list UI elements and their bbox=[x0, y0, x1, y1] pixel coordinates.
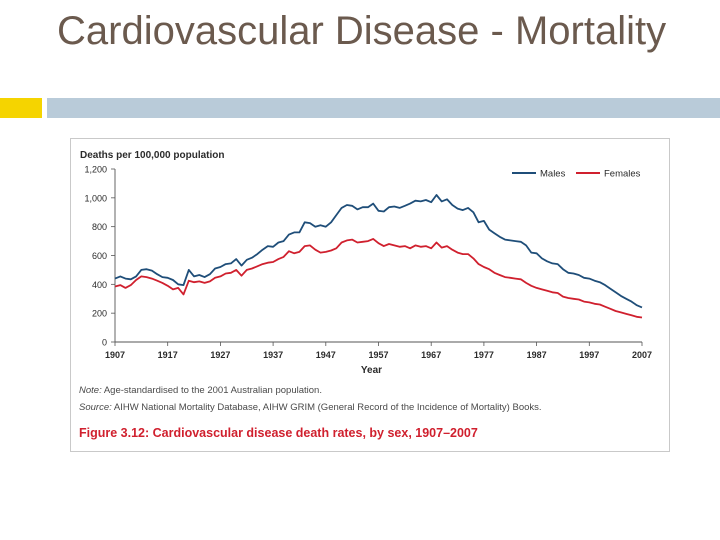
note-text: Age-standardised to the 2001 Australian … bbox=[101, 385, 322, 396]
y-tick-label: 1,000 bbox=[84, 193, 107, 203]
y-tick-label: 1,200 bbox=[84, 165, 107, 175]
figure-caption: Figure 3.12: Cardiovascular disease deat… bbox=[79, 426, 478, 440]
x-tick-label: 2007 bbox=[632, 350, 652, 360]
accent-title-bar bbox=[47, 98, 720, 118]
x-tick-label: 1907 bbox=[105, 350, 125, 360]
series-line-males bbox=[114, 194, 643, 309]
y-tick-label: 0 bbox=[102, 338, 107, 348]
figure-note: Note: Age-standardised to the 2001 Austr… bbox=[79, 385, 322, 396]
x-tick-label: 1917 bbox=[158, 350, 178, 360]
legend-label-females: Females bbox=[604, 169, 641, 180]
y-tick-label: 400 bbox=[92, 280, 107, 290]
accent-yellow-block bbox=[0, 98, 42, 118]
y-tick-label: 600 bbox=[92, 251, 107, 261]
y-tick-label: 200 bbox=[92, 309, 107, 319]
source-lead: Source: bbox=[79, 402, 112, 413]
x-tick-label: 1927 bbox=[210, 350, 230, 360]
x-tick-label: 1997 bbox=[579, 350, 599, 360]
series-line-females bbox=[114, 238, 643, 319]
x-tick-label: 1937 bbox=[263, 350, 283, 360]
x-tick-label: 1977 bbox=[474, 350, 494, 360]
x-axis-label: Year bbox=[361, 365, 382, 376]
legend-label-males: Males bbox=[540, 169, 566, 180]
note-lead: Note: bbox=[79, 385, 102, 396]
y-tick-label: 800 bbox=[92, 222, 107, 232]
x-tick-label: 1967 bbox=[421, 350, 441, 360]
y-axis-label: Deaths per 100,000 population bbox=[80, 150, 225, 161]
figure-frame bbox=[70, 138, 670, 452]
x-tick-label: 1947 bbox=[316, 350, 336, 360]
x-tick-label: 1987 bbox=[527, 350, 547, 360]
slide-title: Cardiovascular Disease - Mortality bbox=[57, 9, 667, 53]
source-text: AIHW National Mortality Database, AIHW G… bbox=[111, 402, 542, 413]
x-tick-label: 1957 bbox=[368, 350, 388, 360]
figure-source: Source: AIHW National Mortality Database… bbox=[79, 402, 542, 413]
